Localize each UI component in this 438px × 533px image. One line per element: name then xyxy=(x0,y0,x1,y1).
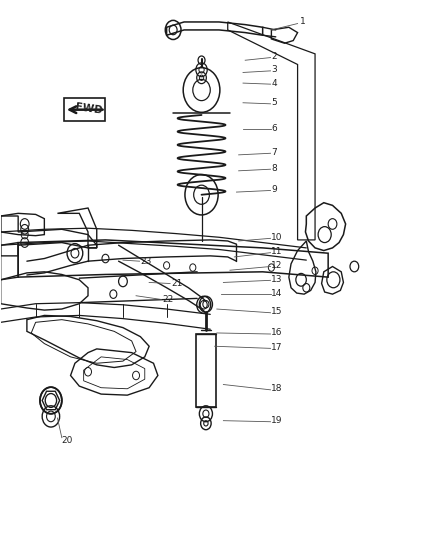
Text: 9: 9 xyxy=(272,185,277,194)
Text: 21: 21 xyxy=(171,279,182,288)
Text: 11: 11 xyxy=(272,247,283,256)
Text: 14: 14 xyxy=(272,288,283,297)
Text: 22: 22 xyxy=(162,295,173,304)
Text: 2: 2 xyxy=(272,52,277,61)
Text: 23: 23 xyxy=(141,257,152,265)
Text: 4: 4 xyxy=(272,78,277,87)
Text: FWD: FWD xyxy=(75,102,103,116)
Text: 3: 3 xyxy=(272,66,277,74)
Text: 16: 16 xyxy=(272,328,283,337)
Text: 6: 6 xyxy=(272,124,277,133)
Text: 19: 19 xyxy=(272,416,283,425)
Text: 17: 17 xyxy=(272,343,283,352)
Text: 12: 12 xyxy=(272,261,283,270)
Text: 5: 5 xyxy=(272,98,277,107)
Text: 10: 10 xyxy=(272,233,283,242)
Text: 8: 8 xyxy=(272,164,277,173)
Text: 7: 7 xyxy=(272,148,277,157)
Text: 18: 18 xyxy=(272,384,283,393)
Text: 13: 13 xyxy=(272,274,283,284)
Text: 1: 1 xyxy=(300,18,306,27)
Text: 15: 15 xyxy=(272,307,283,316)
Text: 20: 20 xyxy=(62,436,73,445)
